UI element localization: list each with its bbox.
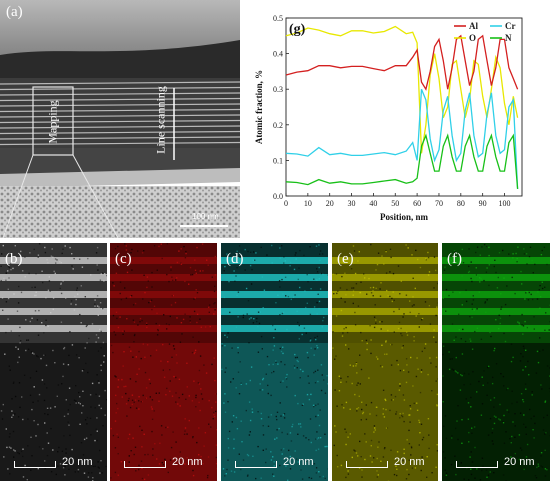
scale-bar-d (235, 461, 277, 468)
x-tick-label: 100 (499, 199, 511, 208)
eds-map-f-image (442, 243, 550, 481)
scale-bar-b (14, 461, 56, 468)
eds-map-c-image (110, 243, 217, 481)
scale-bar-c-label: 20 nm (172, 456, 203, 468)
panel-label-c: (c) (115, 251, 132, 267)
x-tick-label: 80 (457, 199, 465, 208)
series-line-o (285, 25, 519, 154)
line-scan-chart-svg: 0.0 0.1 0.2 0.3 0.4 0.5 0 10 20 30 40 50 60 70 80 90 100… (254, 14, 523, 222)
panel-label-g: (g) (289, 22, 306, 37)
y-axis-label: Atomic fraction, % (254, 70, 264, 144)
y-tick-label: 0.3 (273, 85, 283, 94)
y-tick-label: 0.5 (273, 14, 283, 23)
mapping-label: Mapping (45, 100, 60, 144)
tem-image-panel: (a) Mapping Line scanning 100 nm (0, 0, 240, 238)
legend-label-n: N (505, 33, 512, 43)
legend-label-o: O (469, 33, 476, 43)
eds-map-f: (f) 20 nm (442, 243, 550, 481)
scale-bar-d-label: 20 nm (283, 456, 314, 468)
x-tick-label: 60 (413, 199, 421, 208)
x-tick-label: 70 (435, 199, 443, 208)
x-tick-label: 20 (326, 199, 334, 208)
scale-bar-b-label: 20 nm (62, 456, 93, 468)
eds-map-e-image (332, 243, 438, 481)
eds-map-b: (b) 20 nm (0, 243, 107, 481)
zoom-line-left (2, 154, 34, 238)
scale-bar-f (456, 461, 498, 468)
eds-map-d-image (221, 243, 328, 481)
panel-label-a: (a) (6, 4, 23, 20)
y-tick-label: 0.2 (273, 121, 283, 130)
eds-map-b-image (0, 243, 107, 481)
line-scanning-label: Line scanning (153, 86, 168, 154)
scale-bar-f-label: 20 nm (504, 456, 535, 468)
panel-label-f: (f) (447, 251, 462, 267)
eds-map-c: (c) 20 nm (110, 243, 217, 481)
legend-label-al: Al (469, 21, 478, 31)
y-tick-label: 0.1 (273, 156, 283, 165)
tem-image (0, 0, 240, 238)
panel-label-e: (e) (337, 251, 354, 267)
zoom-line-right (72, 154, 119, 238)
x-tick-label: 90 (479, 199, 487, 208)
scale-bar-e-label: 20 nm (394, 456, 425, 468)
x-tick-label: 10 (304, 199, 312, 208)
x-axis-label: Position, nm (380, 212, 429, 222)
panel-label-d: (d) (226, 251, 244, 267)
scale-bar-e (346, 461, 388, 468)
x-tick-label: 40 (369, 199, 377, 208)
legend-label-cr: Cr (505, 21, 516, 31)
y-tick-label: 0.0 (273, 192, 283, 201)
x-tick-label: 50 (391, 199, 399, 208)
scale-bar-c (124, 461, 166, 468)
series-line-n (285, 133, 519, 189)
series-line-cr (285, 88, 519, 189)
line-scan-chart: 0.0 0.1 0.2 0.3 0.4 0.5 0 10 20 30 40 50 60 70 80 90 100… (240, 0, 550, 238)
scale-bar-a-label: 100 nm (192, 212, 219, 221)
x-tick-label: 0 (284, 199, 288, 208)
plot-area (285, 17, 523, 197)
eds-map-d: (d) 20 nm (221, 243, 328, 481)
y-tick-label: 0.4 (273, 50, 283, 59)
mapping-region-box (32, 86, 74, 156)
panel-label-b: (b) (5, 251, 23, 267)
eds-map-e: (e) 20 nm (332, 243, 438, 481)
series-line-al (285, 34, 519, 91)
x-tick-label: 30 (348, 199, 356, 208)
